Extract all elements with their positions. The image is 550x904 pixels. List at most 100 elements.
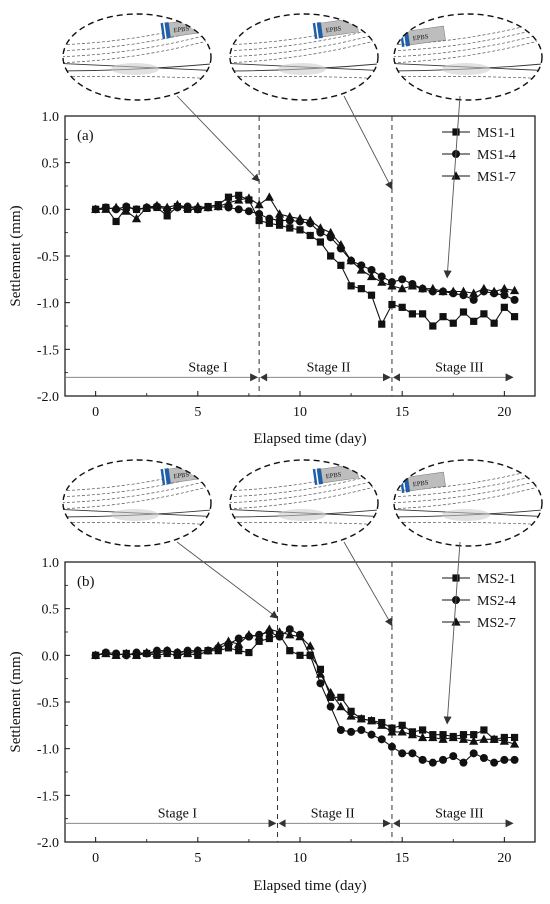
x-tick-label: 20 <box>497 851 511 866</box>
data-point <box>490 758 499 767</box>
data-point <box>438 734 448 743</box>
data-point <box>163 212 171 220</box>
data-point <box>336 726 345 734</box>
data-point <box>274 627 285 636</box>
data-point <box>499 283 509 293</box>
data-point <box>183 202 193 212</box>
data-point <box>408 310 416 318</box>
data-point <box>131 650 142 659</box>
data-point <box>152 648 162 658</box>
x-tick-label: 10 <box>293 405 307 420</box>
legend: MS1-1 MS1-4 MS1-7 <box>437 122 527 192</box>
data-point <box>315 223 326 232</box>
data-point <box>326 687 336 697</box>
shield-machine: EPBS <box>160 17 207 40</box>
data-point <box>162 645 172 655</box>
data-point <box>356 714 366 723</box>
data-point <box>234 639 244 648</box>
y-tick-label: 0.0 <box>42 203 60 218</box>
data-point <box>480 726 488 734</box>
callout-scene: EPBS <box>394 464 542 526</box>
data-point <box>275 216 284 225</box>
data-point <box>418 732 428 742</box>
data-point <box>377 720 387 729</box>
data-point <box>265 214 274 223</box>
data-point <box>315 669 326 678</box>
data-point <box>397 283 407 293</box>
cutter-head <box>312 468 318 486</box>
data-point <box>347 282 355 290</box>
series-MS1-4 <box>91 202 519 304</box>
data-point <box>407 281 417 290</box>
data-point <box>509 739 520 748</box>
y-tick-label: -2.0 <box>37 390 59 405</box>
callout-arrow <box>176 541 279 619</box>
data-point <box>419 310 427 318</box>
data-point <box>265 219 273 227</box>
shield-label: EPBS <box>173 471 190 480</box>
y-tick-label: 1.0 <box>42 556 60 571</box>
tunnel-contour-line <box>394 75 542 80</box>
callout-arrow <box>443 541 461 725</box>
data-point <box>378 320 386 328</box>
tunnel-contour-line <box>230 75 378 80</box>
data-point <box>162 202 172 212</box>
data-point <box>377 735 386 744</box>
callout-scene: EPBS <box>63 17 211 80</box>
callout-oval <box>229 459 379 547</box>
stage-arrow-head <box>392 373 400 382</box>
stage-arrow-head <box>278 819 286 828</box>
data-point <box>91 650 101 659</box>
data-point <box>469 736 479 745</box>
data-point <box>346 255 356 265</box>
data-point <box>480 310 488 318</box>
data-point <box>245 648 253 657</box>
data-point <box>489 286 499 296</box>
series-MS2-4 <box>91 625 519 767</box>
data-point <box>306 651 315 660</box>
x-tick-label: 0 <box>92 851 99 866</box>
x-tick-label: 0 <box>92 405 99 420</box>
data-point <box>479 283 489 293</box>
data-point <box>285 630 295 639</box>
y-tick-label: 0.5 <box>42 603 60 618</box>
data-point <box>255 210 264 218</box>
data-point <box>286 224 294 232</box>
data-point <box>121 206 131 215</box>
data-point <box>296 226 304 234</box>
data-point <box>479 754 488 762</box>
data-point <box>295 631 305 641</box>
data-point <box>428 732 438 742</box>
data-point <box>367 291 376 299</box>
tunnel-contour-line <box>63 521 211 526</box>
data-point <box>407 729 417 739</box>
data-point <box>111 202 121 212</box>
crossing-zone <box>111 509 159 521</box>
data-point <box>121 648 131 658</box>
data-point <box>449 319 457 327</box>
data-point <box>132 205 141 214</box>
data-point <box>264 192 274 201</box>
data-point <box>326 227 336 237</box>
data-point <box>305 215 315 225</box>
data-point <box>479 734 489 743</box>
cutter-head <box>164 468 171 485</box>
data-point <box>367 730 376 739</box>
data-point <box>223 198 234 207</box>
shield-machine: EPBS <box>399 471 446 494</box>
legend-entry: MS1-7 <box>477 170 516 185</box>
data-point <box>499 736 509 745</box>
shield-machine: EPBS <box>312 17 359 40</box>
data-point <box>470 317 478 325</box>
legend-marker <box>451 617 461 626</box>
stage-arrow-head <box>260 373 268 382</box>
series-MS2-7 <box>91 624 520 748</box>
cutter-head <box>164 22 171 39</box>
data-point <box>316 238 325 246</box>
data-point <box>286 647 294 655</box>
data-point <box>235 647 243 655</box>
data-point <box>91 204 101 213</box>
data-point <box>377 277 387 286</box>
